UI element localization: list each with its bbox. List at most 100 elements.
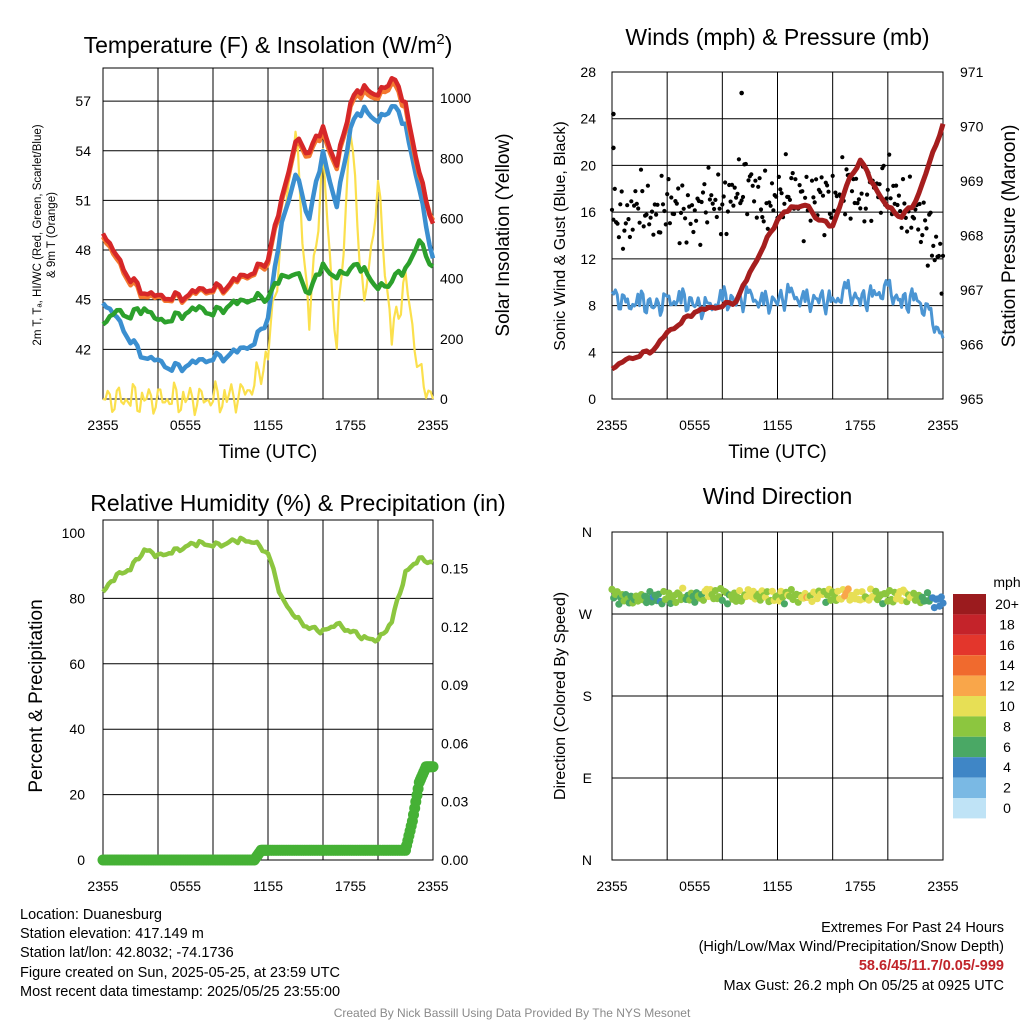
gust-point [907,174,913,179]
gust-point [782,201,787,206]
gust-point [761,219,766,224]
colorbar-title: mph [993,574,1020,590]
colorbar-swatch [953,736,986,758]
max-gust: Max Gust: 26.2 mph On 05/25 at 0925 UTC [723,977,1004,994]
station-info: Location: Duanesburg Station elevation: … [20,906,340,1002]
gust-point [647,222,652,227]
gust-point [843,212,848,217]
temp-y-axis-label-2: & 9m T (Orange) [46,192,58,278]
gust-point [826,189,831,194]
gust-point [721,194,726,199]
gust-point [939,291,944,296]
gust-point [854,176,859,181]
rh-y2-tick-label: 0.15 [441,561,468,577]
gust-point [848,216,853,221]
direction-point [939,599,947,607]
temp-y2-tick-label: 1000 [440,90,471,106]
direction-point [844,585,852,593]
gust-point [863,206,868,211]
gust-point [812,200,817,205]
gust-point [932,258,937,263]
gust-point [767,200,772,205]
colorbar-label: 2 [1003,780,1011,796]
gust-point [831,208,837,213]
gust-point [644,212,649,217]
gust-point [640,189,645,194]
wind-y-tick-label: 16 [580,204,596,220]
gust-point [685,193,691,198]
rh-x-tick-label: 1155 [253,878,283,894]
gust-point [620,246,626,251]
temp-x-tick-label: 2355 [417,417,448,433]
gust-point [865,192,870,197]
gust-point [700,190,706,195]
rh-line [101,535,434,644]
colorbar-label: 12 [999,678,1015,694]
gust-point [649,209,655,214]
dir-y-tick-label: N [582,852,592,868]
dir-x-tick-label: 0555 [679,878,710,894]
rh-y-tick-label: 100 [62,525,86,541]
gust-point [641,224,646,229]
direction-point [723,600,732,608]
credit-line: Created By Nick Bassill Using Data Provi… [333,1006,691,1020]
temp-y-tick-label: 42 [75,341,91,357]
dir-x-tick-label: 2355 [596,878,627,894]
direction-point [858,588,866,596]
gust-point [911,216,917,221]
gust-point [925,263,930,268]
temp-y-axis-label-1: 2m T, Tₐ, HI/WC (Red, Green, Scarlet/Blu… [32,124,44,345]
wind-x-tick-label: 0555 [679,417,710,433]
colorbar-label: 10 [999,698,1015,714]
gust-point [698,242,703,247]
gust-point [688,221,693,226]
gust-point [849,189,855,194]
gust-point [856,197,862,202]
temp-y2-axis-label: Solar Insolation (Yellow) [493,133,514,336]
wind-y-tick-label: 12 [580,251,596,267]
direction-point [699,596,708,604]
gust-point [728,199,733,204]
gust-point [734,195,739,200]
gust-point [905,229,910,234]
gust-point [779,191,784,196]
gust-point [732,185,737,190]
gust-point [920,233,925,238]
gust-point [844,167,849,172]
gust-point [793,177,798,182]
pressure-line [610,123,946,372]
gust-point [689,203,695,208]
wind-y-tick-label: 8 [588,298,596,314]
temp-chart-title: Temperature (F) & Insolation (W/m2) [84,31,453,58]
gust-point [827,211,833,216]
gust-point [692,208,697,213]
gust-point [869,218,874,223]
gust-point [758,207,764,212]
gust-point [902,201,907,206]
gust-point [717,206,722,211]
gust-point [833,190,838,195]
gust-point [718,232,724,237]
gust-point [720,202,725,207]
gust-point [800,189,805,194]
gust-point [809,178,815,183]
gust-point [917,201,922,207]
gust-point [778,187,783,192]
direction-point [853,588,861,596]
temp-x-tick-label: 1755 [335,417,366,433]
gust-point [928,210,933,215]
gust-point [706,165,711,170]
gust-point [753,178,758,183]
gust-point [829,215,834,220]
colorbar-label: 4 [1003,759,1011,775]
colorbar-label: 0 [1003,800,1011,816]
wind-chart-title: Winds (mph) & Pressure (mb) [625,24,929,50]
gust-point [611,111,616,117]
gust-point [739,198,744,203]
rh-x-tick-label: 2355 [87,878,118,894]
gust-point [855,201,860,206]
gust-point [769,181,775,186]
gust-point [931,243,936,248]
temp-y2-tick-label: 800 [440,150,464,166]
